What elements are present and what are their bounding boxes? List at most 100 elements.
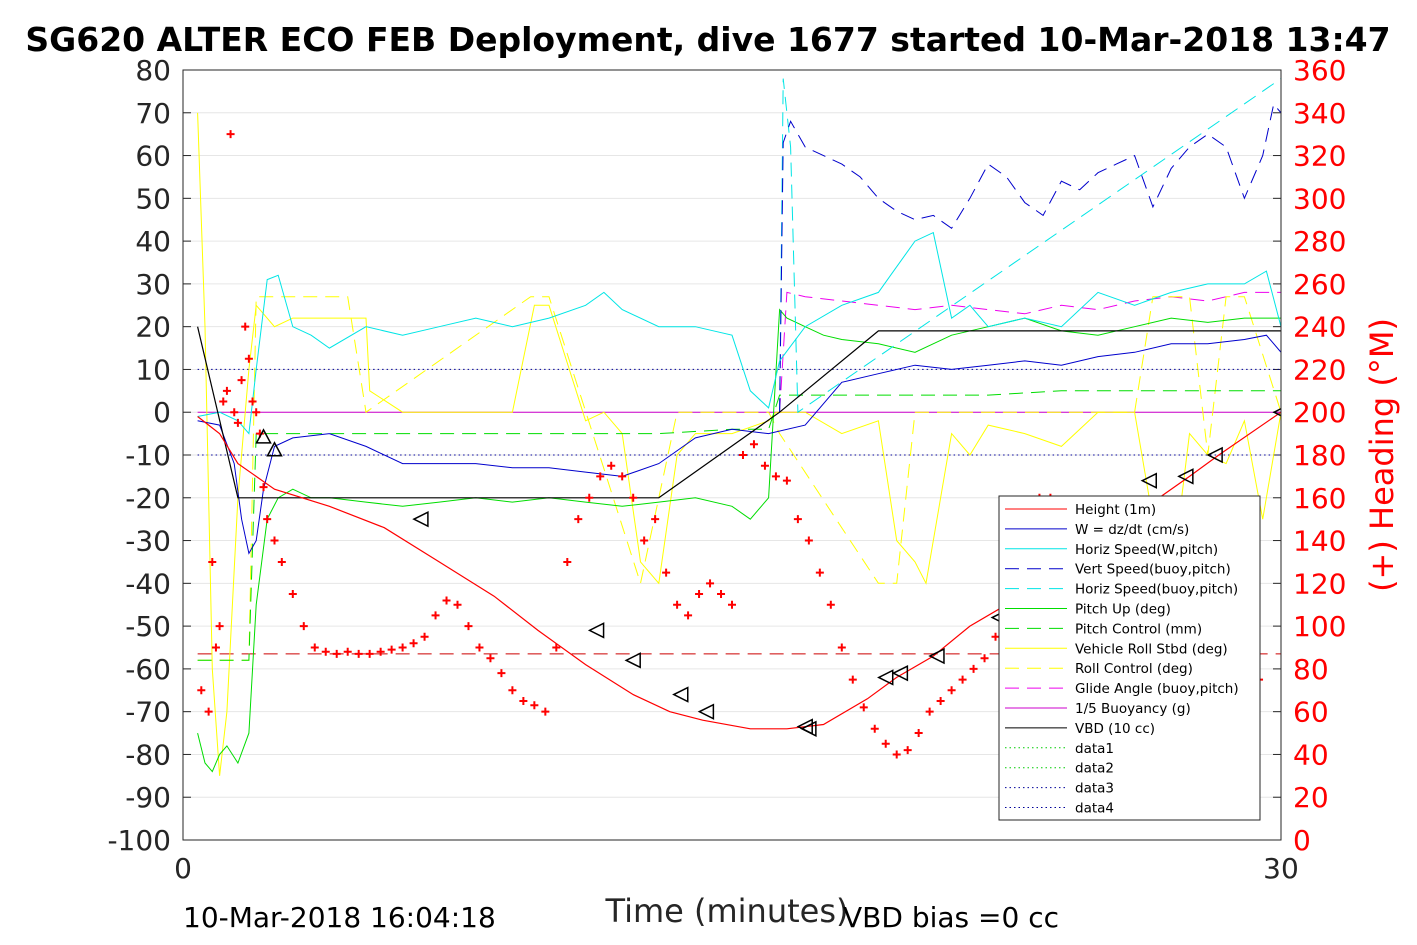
heading-point [486, 654, 495, 663]
depth-marker [928, 647, 945, 665]
heading-point [728, 600, 736, 609]
heading-point [782, 476, 791, 485]
heading-point [299, 622, 308, 631]
y2-axis-label: (+) Heading (°M) [1363, 318, 1401, 592]
legend-label: Pitch Control (mm) [1075, 621, 1202, 637]
y-tick-label: -70 [125, 696, 171, 729]
legend-label: Glide Angle (buoy,pitch) [1075, 681, 1239, 697]
y2-tick-label: 220 [1293, 353, 1346, 386]
y-tick-label: 40 [135, 225, 171, 258]
heading-point [695, 590, 704, 599]
heading-point [270, 536, 279, 545]
heading-point [574, 515, 583, 524]
y-tick-label: 50 [135, 182, 171, 215]
heading-point [563, 557, 572, 566]
depth-marker [1140, 472, 1157, 489]
heading-point [673, 600, 682, 609]
heading-point [211, 643, 220, 652]
heading-point [760, 461, 769, 470]
heading-point [793, 515, 802, 524]
legend-label: Pitch Up (deg) [1075, 602, 1171, 618]
legend-label: Vert Speed(buoy,pitch) [1075, 562, 1231, 578]
y-tick-label: -30 [125, 525, 171, 558]
y2-tick-label: 40 [1293, 738, 1329, 771]
heading-point [892, 750, 901, 759]
heading-point [980, 654, 989, 663]
series-line-roll_ctl [197, 296, 1281, 661]
y2-tick-label: 120 [1293, 567, 1346, 600]
heading-point [508, 686, 517, 695]
heading-point [244, 354, 253, 363]
y-tick-label: 20 [135, 311, 171, 344]
y2-tick-label: 180 [1293, 439, 1346, 472]
legend-label: Roll Control (deg) [1075, 661, 1193, 677]
y2-tick-label: 100 [1293, 610, 1346, 643]
heading-point [241, 322, 250, 331]
x-tick-label: 0 [174, 852, 192, 885]
heading-point [204, 707, 213, 716]
y-tick-label: -80 [125, 738, 171, 771]
y-tick-label: -100 [107, 824, 171, 857]
heading-point [248, 397, 257, 406]
heading-point [208, 557, 217, 566]
legend-label: Horiz Speed(buoy,pitch) [1075, 582, 1238, 598]
heading-point [398, 643, 407, 652]
heading-point [706, 579, 715, 588]
y-tick-label: 70 [135, 97, 171, 130]
y-tick-label: -90 [125, 781, 171, 814]
legend-label: VBD (10 cc) [1075, 721, 1155, 737]
heading-point [219, 397, 228, 406]
heading-point [881, 739, 890, 748]
heading-point [263, 515, 272, 524]
depth-marker [255, 428, 272, 444]
footer-vbd-bias: VBD bias =0 cc [843, 901, 1059, 934]
heading-point [936, 696, 945, 705]
series-line-vert_buoy [779, 103, 1281, 413]
y2-tick-label: 340 [1293, 97, 1346, 130]
y2-tick-label: 260 [1293, 268, 1346, 301]
series-line-glide [779, 291, 1281, 413]
heading-point [226, 130, 235, 139]
legend-label: Height (1m) [1075, 502, 1156, 518]
depth-marker [891, 664, 909, 682]
depth-marker [800, 720, 817, 737]
plot-frame [182, 69, 1282, 841]
legend-box [998, 495, 1261, 821]
heading-point [815, 568, 824, 577]
heading-point [365, 649, 374, 658]
heading-point [749, 440, 758, 449]
heading-point [464, 622, 473, 631]
y-axis-left: 80 70 60 50 40 30 20 10 0 -10 -20 -30 -40 -50 -60 -70 -8… [107, 54, 191, 857]
y2-tick-label: 160 [1293, 482, 1346, 515]
heading-point [197, 686, 206, 695]
heading-point [958, 675, 967, 684]
y-tick-label: 10 [135, 353, 171, 386]
heading-point [475, 643, 484, 652]
y-tick-label: 60 [135, 140, 171, 173]
heading-point [230, 408, 239, 417]
heading-point [259, 483, 268, 492]
heading-point [321, 647, 330, 656]
heading-point [837, 643, 846, 652]
heading-point [925, 707, 934, 716]
y2-tick-label: 20 [1293, 781, 1329, 814]
heading-point [947, 686, 956, 695]
heading-point [771, 472, 780, 481]
y-tick-label: -20 [125, 482, 171, 515]
heading-point [453, 600, 462, 609]
depth-marker [1177, 468, 1194, 485]
heading-point [596, 472, 605, 481]
heading-point [442, 596, 451, 605]
legend-label: Vehicle Roll Stbd (deg) [1075, 641, 1228, 657]
legend-label: data4 [1075, 801, 1114, 817]
heading-point [738, 451, 747, 459]
y2-tick-label: 360 [1293, 54, 1346, 87]
y2-tick-label: 320 [1293, 140, 1346, 173]
y2-tick-label: 60 [1293, 696, 1329, 729]
heading-point [215, 622, 224, 631]
legend-label: W = dz/dt (cm/s) [1075, 522, 1189, 538]
y2-tick-label: 200 [1293, 396, 1346, 429]
legend-label: Horiz Speed(W,pitch) [1075, 542, 1218, 558]
x-tick-label: 30 [1263, 852, 1299, 885]
